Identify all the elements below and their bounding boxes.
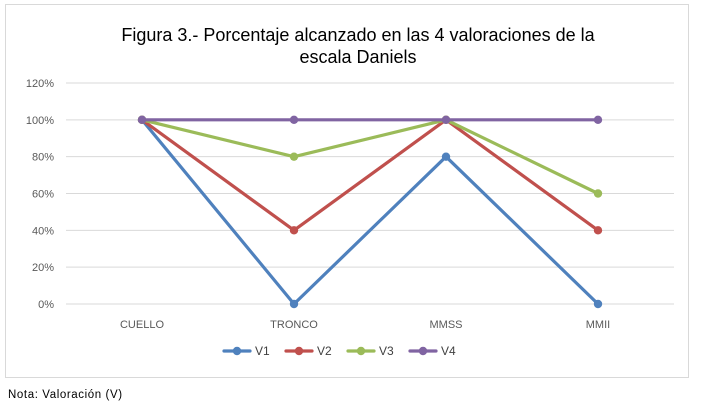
chart-frame: Figura 3.- Porcentaje alcanzado en las 4… [5, 4, 689, 378]
legend-swatch-marker [356, 346, 366, 356]
y-tick-label: 80% [32, 152, 54, 164]
legend-swatch-marker [294, 346, 304, 356]
chart-title-line-2: escala Daniels [299, 47, 416, 67]
legend-swatch-marker [232, 346, 242, 356]
legend: V1 V2 V3 V4 [222, 344, 456, 358]
series-line [140, 118, 600, 232]
series-v2 [137, 115, 603, 235]
series-v4 [137, 115, 603, 125]
data-point [289, 152, 299, 161]
data-point [441, 115, 451, 125]
legend-item: V4 [408, 344, 456, 358]
series-line [140, 118, 600, 306]
data-point [289, 299, 299, 309]
legend-label: V3 [379, 344, 394, 358]
chart-title-line-1: Figura 3.- Porcentaje alcanzado en las 4… [121, 25, 595, 45]
legend-label: V1 [255, 344, 270, 358]
data-point [593, 189, 603, 198]
footnote: Nota: Valoración (V) [8, 389, 123, 401]
data-point [593, 115, 603, 125]
series-lines [137, 115, 603, 309]
x-tick-label: MMII [586, 319, 610, 331]
data-point [593, 299, 603, 309]
legend-swatch-marker [418, 346, 428, 356]
data-point [593, 226, 603, 235]
y-tick-label: 20% [32, 262, 54, 274]
x-tick-label: MMSS [430, 319, 463, 331]
y-tick-label: 120% [26, 78, 54, 90]
x-axis-ticks: CUELLO TRONCO MMSS MMII [120, 319, 610, 331]
data-point [441, 152, 451, 161]
y-tick-label: 60% [32, 189, 54, 201]
chart-title: Figura 3.- Porcentaje alcanzado en las 4… [121, 25, 595, 67]
legend-label: V2 [317, 344, 332, 358]
legend-item: V1 [222, 344, 270, 358]
legend-item: V2 [284, 344, 332, 358]
y-tick-label: 100% [26, 115, 54, 127]
line-chart: Figura 3.- Porcentaje alcanzado en las 4… [26, 25, 674, 358]
x-tick-label: CUELLO [120, 319, 164, 331]
y-tick-label: 40% [32, 225, 54, 237]
legend-label: V4 [441, 344, 456, 358]
data-point [289, 226, 299, 235]
y-axis-ticks: 0% 20% 40% 60% 80% 100% 120% [26, 78, 54, 311]
x-tick-label: TRONCO [270, 319, 318, 331]
gridlines [66, 82, 674, 305]
data-point [137, 115, 147, 125]
legend-item: V3 [346, 344, 394, 358]
y-tick-label: 0% [38, 299, 54, 311]
data-point [289, 115, 299, 125]
series-v1 [137, 115, 603, 309]
series-line [140, 118, 600, 196]
